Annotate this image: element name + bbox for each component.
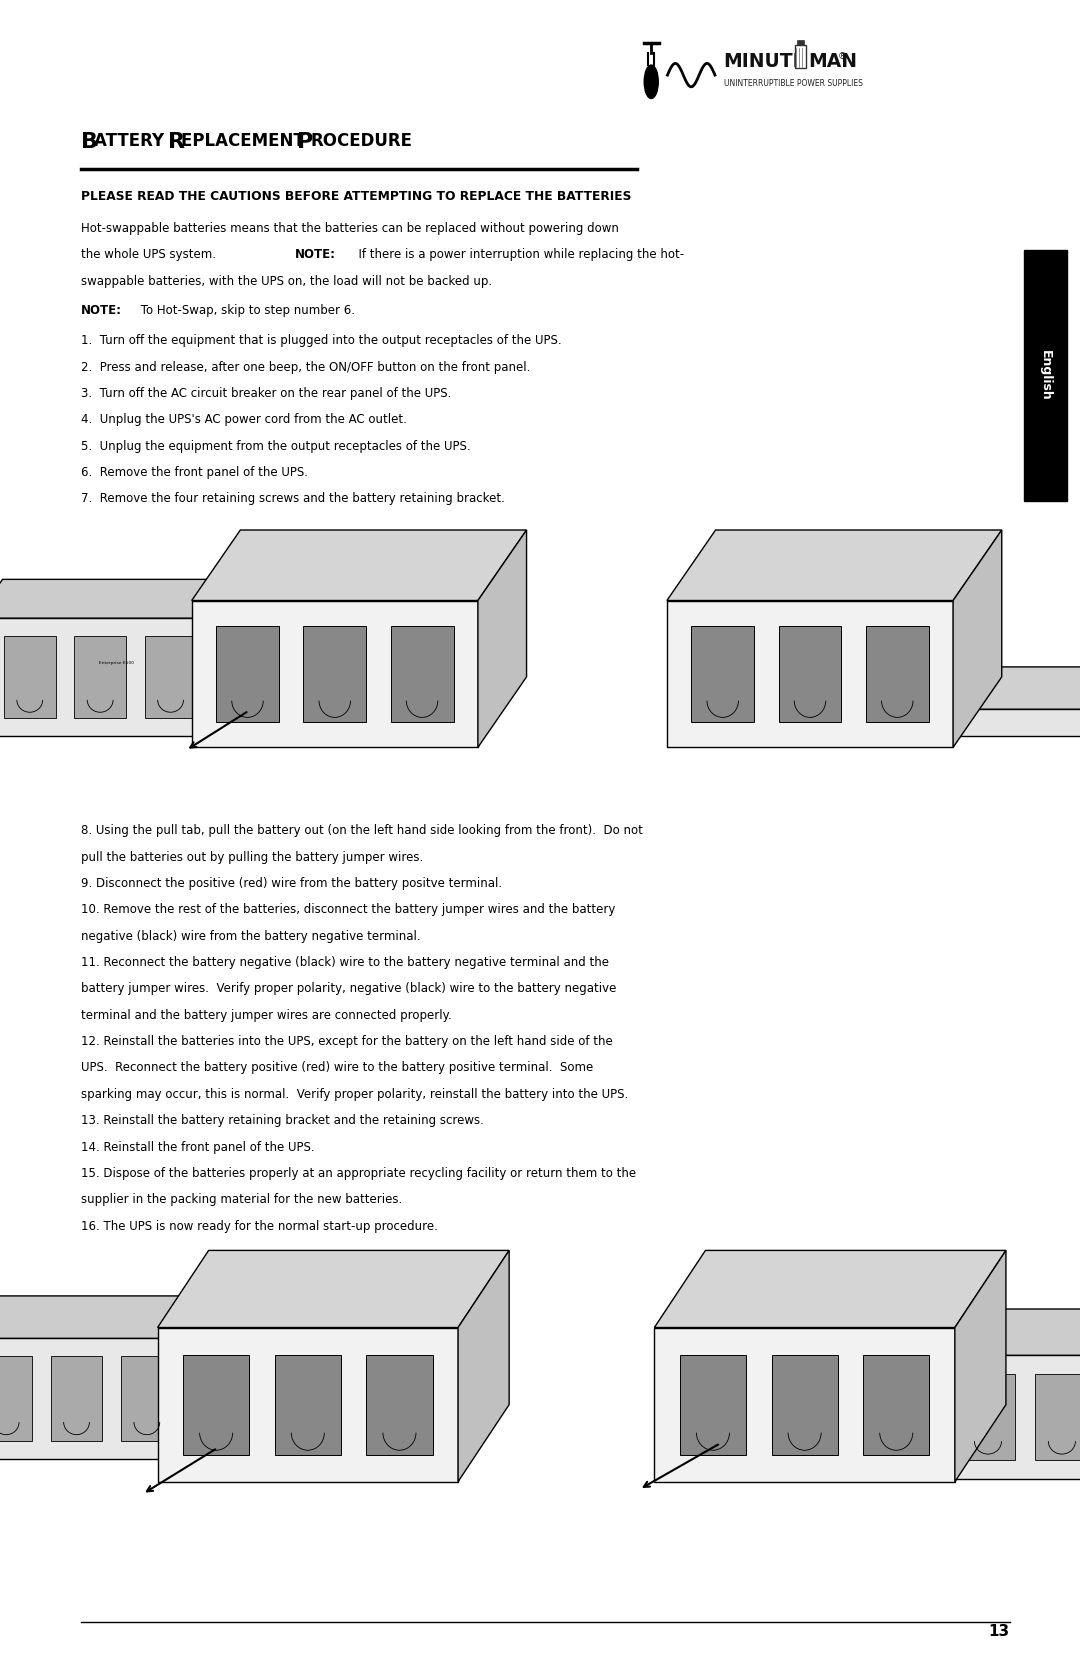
Polygon shape xyxy=(931,1355,1080,1479)
Text: NOTE:: NOTE: xyxy=(295,249,336,262)
Bar xyxy=(216,626,279,721)
Text: UPS.  Reconnect the battery positive (red) wire to the battery positive terminal: UPS. Reconnect the battery positive (red… xyxy=(81,1061,593,1075)
Text: Hot-swappable batteries means that the batteries can be replaced without powerin: Hot-swappable batteries means that the b… xyxy=(81,222,619,235)
Text: 15. Dispose of the batteries properly at an appropriate recycling facility or re: 15. Dispose of the batteries properly at… xyxy=(81,1167,636,1180)
Bar xyxy=(691,626,754,721)
Text: B: B xyxy=(81,132,98,152)
Polygon shape xyxy=(955,1250,1005,1482)
Polygon shape xyxy=(931,1308,1080,1355)
Text: Enterprise E500: Enterprise E500 xyxy=(98,661,134,664)
Text: negative (black) wire from the battery negative terminal.: negative (black) wire from the battery n… xyxy=(81,930,420,943)
Bar xyxy=(795,45,806,68)
Text: swappable batteries, with the UPS on, the load will not be backed up.: swappable batteries, with the UPS on, th… xyxy=(81,275,492,287)
Polygon shape xyxy=(0,618,211,736)
Text: 16. The UPS is now ready for the normal start-up procedure.: 16. The UPS is now ready for the normal … xyxy=(81,1220,437,1233)
Text: NOTE:: NOTE: xyxy=(81,304,122,317)
Polygon shape xyxy=(0,1295,215,1339)
Text: 13. Reinstall the battery retaining bracket and the retaining screws.: 13. Reinstall the battery retaining brac… xyxy=(81,1115,484,1127)
Polygon shape xyxy=(158,1250,509,1327)
Text: 10. Remove the rest of the batteries, disconnect the battery jumper wires and th: 10. Remove the rest of the batteries, di… xyxy=(81,903,616,916)
Polygon shape xyxy=(667,601,954,748)
Polygon shape xyxy=(654,1250,1005,1327)
Text: 2.  Press and release, after one beep, the ON/OFF button on the front panel.: 2. Press and release, after one beep, th… xyxy=(81,361,530,374)
Polygon shape xyxy=(954,531,1002,748)
Text: ®: ® xyxy=(838,52,847,62)
Text: EPLACEMENT: EPLACEMENT xyxy=(181,132,311,150)
Polygon shape xyxy=(192,531,527,601)
Bar xyxy=(680,1355,746,1455)
Text: supplier in the packing material for the new batteries.: supplier in the packing material for the… xyxy=(81,1193,402,1207)
Text: the whole UPS system.: the whole UPS system. xyxy=(81,249,231,262)
Bar xyxy=(771,1355,838,1455)
Polygon shape xyxy=(0,579,238,618)
Bar xyxy=(274,1355,341,1455)
Polygon shape xyxy=(667,531,1002,601)
Polygon shape xyxy=(839,709,1080,736)
Polygon shape xyxy=(839,668,1080,709)
Bar xyxy=(797,40,804,45)
Text: sparking may occur, this is normal.  Verify proper polarity, reinstall the batte: sparking may occur, this is normal. Veri… xyxy=(81,1088,629,1102)
Bar xyxy=(391,626,454,721)
Text: PLEASE READ THE CAUTIONS BEFORE ATTEMPTING TO REPLACE THE BATTERIES: PLEASE READ THE CAUTIONS BEFORE ATTEMPTI… xyxy=(81,190,632,204)
Bar xyxy=(1024,250,1067,501)
Text: 4.  Unplug the UPS's AC power cord from the AC outlet.: 4. Unplug the UPS's AC power cord from t… xyxy=(81,414,407,426)
Polygon shape xyxy=(0,1339,187,1459)
Polygon shape xyxy=(458,1250,509,1482)
Bar xyxy=(366,1355,432,1455)
Text: 1.  Turn off the equipment that is plugged into the output receptacles of the UP: 1. Turn off the equipment that is plugge… xyxy=(81,334,562,347)
Text: 3.  Turn off the AC circuit breaker on the rear panel of the UPS.: 3. Turn off the AC circuit breaker on th… xyxy=(81,387,451,401)
Text: If there is a power interruption while replacing the hot-: If there is a power interruption while r… xyxy=(351,249,684,262)
Polygon shape xyxy=(654,1327,955,1482)
Text: 5.  Unplug the equipment from the output receptacles of the UPS.: 5. Unplug the equipment from the output … xyxy=(81,439,471,452)
Bar xyxy=(184,1355,249,1455)
Bar xyxy=(303,626,366,721)
Text: 11. Reconnect the battery negative (black) wire to the battery negative terminal: 11. Reconnect the battery negative (blac… xyxy=(81,956,609,970)
Bar xyxy=(779,626,841,721)
Text: terminal and the battery jumper wires are connected properly.: terminal and the battery jumper wires ar… xyxy=(81,1008,451,1021)
Text: MAN: MAN xyxy=(808,52,856,72)
Text: 8. Using the pull tab, pull the battery out (on the left hand side looking from : 8. Using the pull tab, pull the battery … xyxy=(81,824,643,838)
Bar xyxy=(961,1374,1015,1460)
Text: 7.  Remove the four retaining screws and the battery retaining bracket.: 7. Remove the four retaining screws and … xyxy=(81,492,504,506)
Text: English: English xyxy=(1039,350,1052,401)
Bar xyxy=(145,636,197,718)
Bar xyxy=(1035,1374,1080,1460)
Polygon shape xyxy=(477,531,527,748)
Text: MINUTE: MINUTE xyxy=(724,52,806,72)
Text: ROCEDURE: ROCEDURE xyxy=(310,132,413,150)
Text: 12. Reinstall the batteries into the UPS, except for the battery on the left han: 12. Reinstall the batteries into the UPS… xyxy=(81,1035,612,1048)
Polygon shape xyxy=(192,601,477,748)
Text: 6.  Remove the front panel of the UPS.: 6. Remove the front panel of the UPS. xyxy=(81,466,308,479)
Text: P: P xyxy=(297,132,313,152)
Text: 13: 13 xyxy=(988,1624,1010,1639)
Text: 9. Disconnect the positive (red) wire from the battery positve terminal.: 9. Disconnect the positive (red) wire fr… xyxy=(81,876,502,890)
Bar xyxy=(121,1357,173,1440)
Ellipse shape xyxy=(644,65,659,98)
Text: battery jumper wires.  Verify proper polarity, negative (black) wire to the batt: battery jumper wires. Verify proper pola… xyxy=(81,983,617,995)
Polygon shape xyxy=(158,1327,458,1482)
Text: UNINTERRUPTIBLE POWER SUPPLIES: UNINTERRUPTIBLE POWER SUPPLIES xyxy=(724,78,863,88)
Text: 14. Reinstall the front panel of the UPS.: 14. Reinstall the front panel of the UPS… xyxy=(81,1140,314,1153)
Bar xyxy=(4,636,55,718)
Text: R: R xyxy=(168,132,185,152)
Bar xyxy=(863,1355,929,1455)
Bar xyxy=(0,1357,32,1440)
Text: ATTERY: ATTERY xyxy=(94,132,170,150)
Bar xyxy=(866,626,929,721)
Text: To Hot-Swap, skip to step number 6.: To Hot-Swap, skip to step number 6. xyxy=(137,304,355,317)
Bar xyxy=(75,636,126,718)
Bar xyxy=(51,1357,103,1440)
Text: pull the batteries out by pulling the battery jumper wires.: pull the batteries out by pulling the ba… xyxy=(81,851,423,863)
